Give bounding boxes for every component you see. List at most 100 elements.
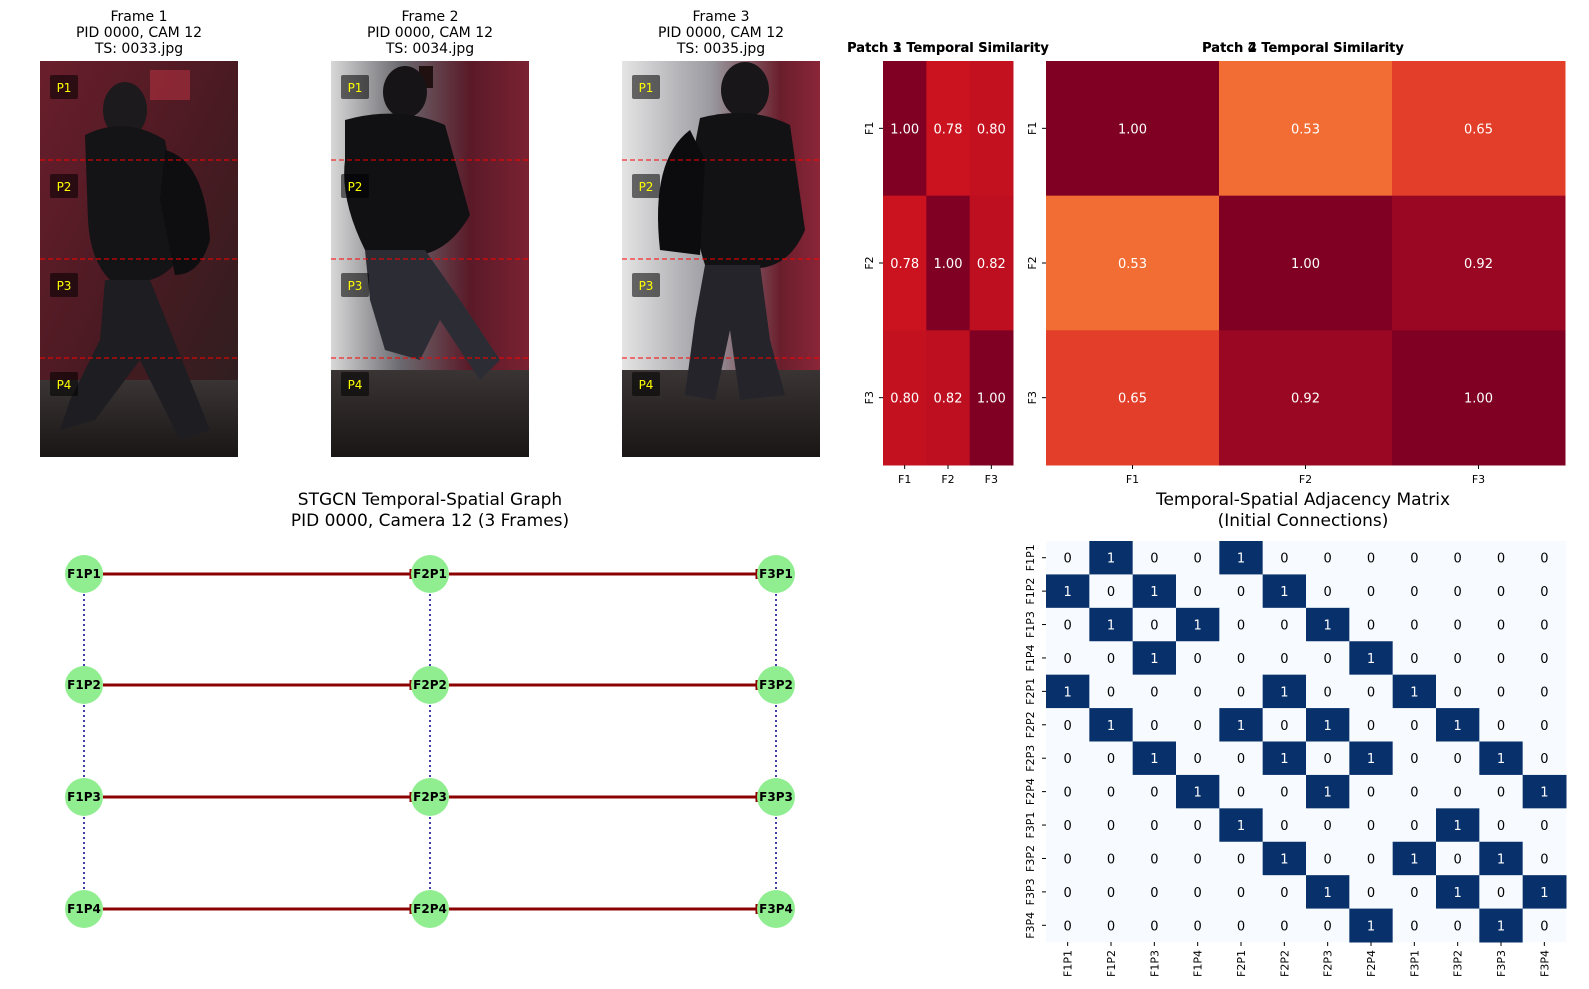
adjacency-cell-label: 0 xyxy=(1237,786,1245,801)
adjacency-cell xyxy=(1522,708,1567,742)
graph-node-label: F3P2 xyxy=(759,678,793,692)
adjacency-cell-label: 0 xyxy=(1107,819,1115,834)
adjacency-cell-label: 1 xyxy=(1150,652,1158,667)
heatmap-cell-label: 0.92 xyxy=(1291,392,1320,407)
adjacency-cell xyxy=(1436,774,1480,809)
adjacency-cell-label: 1 xyxy=(1324,886,1332,901)
adjacency-cell xyxy=(1436,875,1480,910)
y-tick-label: F1 xyxy=(863,122,876,135)
adjacency-cell-label: 0 xyxy=(1107,752,1115,767)
adjacency-cell-label: 0 xyxy=(1150,886,1158,901)
adjacency-cell-label: 0 xyxy=(1324,552,1332,567)
graph-node xyxy=(757,890,795,928)
heatmap-cell-label: 0.53 xyxy=(1118,257,1147,272)
adjacency-cell-label: 0 xyxy=(1540,552,1548,567)
adjacency-cell xyxy=(1522,875,1567,910)
adjacency-cell-label: 1 xyxy=(1194,786,1202,801)
adjacency-cell-label: 0 xyxy=(1410,752,1418,767)
adjacency-cell xyxy=(1262,841,1307,876)
patch-label-box xyxy=(341,273,369,297)
adjacency-cell-label: 0 xyxy=(1410,786,1418,801)
adjacency-cell-label: 0 xyxy=(1107,786,1115,801)
x-tick-label: F2P2 xyxy=(1278,950,1291,977)
x-tick-label: F1P2 xyxy=(1105,950,1118,977)
graph-node-label: F2P2 xyxy=(413,678,447,692)
adjacency-cell xyxy=(1392,875,1437,910)
frame-title: Frame 1 xyxy=(111,9,168,25)
y-tick-label: F1P1 xyxy=(1024,544,1037,571)
adjacency-cell xyxy=(1089,774,1134,809)
adjacency-cell xyxy=(1522,774,1567,809)
heatmap-cell xyxy=(969,195,1014,331)
heatmap-cell xyxy=(969,330,1014,466)
adjacency-cell xyxy=(1132,774,1177,809)
heatmap-cell-label: 0.53 xyxy=(1291,122,1320,137)
y-tick-label: F3P4 xyxy=(1024,912,1037,939)
graph-node xyxy=(411,666,449,704)
heatmap-cell-label: 1.00 xyxy=(977,392,1006,407)
adjacency-cell xyxy=(1262,674,1307,709)
adjacency-cell-label: 1 xyxy=(1324,786,1332,801)
patch-label-box xyxy=(632,174,660,198)
frame-pid-cam: PID 0000, CAM 12 xyxy=(367,25,493,41)
adjacency-cell xyxy=(1522,541,1567,575)
patch-label: P3 xyxy=(639,279,654,293)
heatmap-title-overlay: Patch 3 Temporal Similarity xyxy=(847,41,1049,56)
adjacency-matrix: Temporal-Spatial Adjacency Matrix (Initi… xyxy=(1024,490,1567,977)
x-tick-label: F2 xyxy=(1299,473,1312,486)
patch-label-box xyxy=(50,372,78,396)
adjacency-cell-label: 0 xyxy=(1540,719,1548,734)
adjacency-cell xyxy=(1436,674,1480,709)
adjacency-cell-label: 1 xyxy=(1324,719,1332,734)
adjacency-cell-label: 0 xyxy=(1064,619,1072,634)
adjacency-cell-label: 0 xyxy=(1410,585,1418,600)
patch2-similarity-heatmap: Patch 4 Temporal Similarity Patch 2 Temp… xyxy=(1026,41,1566,486)
adjacency-cell-label: 0 xyxy=(1107,852,1115,867)
adjacency-cell xyxy=(1392,607,1437,642)
adjacency-cell-label: 0 xyxy=(1107,685,1115,700)
adjacency-cell xyxy=(1522,908,1567,943)
adjacency-cell xyxy=(1349,641,1394,676)
adjacency-cell-label: 0 xyxy=(1280,619,1288,634)
heatmap-cell xyxy=(1219,61,1393,197)
y-tick-label: F1 xyxy=(1026,122,1039,135)
adjacency-cell xyxy=(1392,808,1437,843)
adjacency-cell-label: 1 xyxy=(1150,585,1158,600)
patch-label-box xyxy=(632,75,660,99)
adjacency-cell xyxy=(1349,607,1394,642)
adjacency-cell xyxy=(1132,641,1177,676)
adjacency-cell xyxy=(1392,541,1437,575)
adjacency-cell-label: 0 xyxy=(1280,886,1288,901)
x-tick-label: F1P4 xyxy=(1192,950,1205,977)
adjacency-cell-label: 0 xyxy=(1454,752,1462,767)
adjacency-cell xyxy=(1262,808,1307,843)
y-tick-label: F2 xyxy=(863,256,876,269)
adjacency-cell-label: 1 xyxy=(1064,685,1072,700)
graph-node xyxy=(757,666,795,704)
adjacency-cell xyxy=(1479,808,1524,843)
adjacency-cell xyxy=(1392,708,1437,742)
adjacency-cell xyxy=(1219,541,1264,575)
adjacency-cell xyxy=(1089,741,1134,776)
adjacency-cell xyxy=(1219,875,1264,910)
adjacency-cell-label: 0 xyxy=(1540,919,1548,934)
adjacency-cell xyxy=(1176,574,1220,609)
adjacency-cell xyxy=(1132,541,1177,575)
adjacency-cell-label: 1 xyxy=(1280,852,1288,867)
heatmap-title: Patch 2 Temporal Similarity xyxy=(1202,41,1404,56)
adjacency-title: Temporal-Spatial Adjacency Matrix xyxy=(1155,490,1450,510)
adjacency-cell-label: 1 xyxy=(1194,619,1202,634)
adjacency-cell xyxy=(1349,774,1394,809)
adjacency-cell xyxy=(1306,875,1350,910)
adjacency-cell-label: 1 xyxy=(1280,685,1288,700)
heatmap-cell xyxy=(883,61,927,197)
graph-node-label: F1P2 xyxy=(67,678,101,692)
patch-label: P1 xyxy=(348,81,363,95)
heatmap-cell xyxy=(883,330,927,466)
adjacency-cell-label: 1 xyxy=(1497,852,1505,867)
adjacency-cell-label: 0 xyxy=(1194,886,1202,901)
adjacency-cell-label: 0 xyxy=(1194,719,1202,734)
adjacency-cell-label: 1 xyxy=(1540,786,1548,801)
adjacency-cell-label: 0 xyxy=(1064,819,1072,834)
adjacency-cell xyxy=(1479,541,1524,575)
